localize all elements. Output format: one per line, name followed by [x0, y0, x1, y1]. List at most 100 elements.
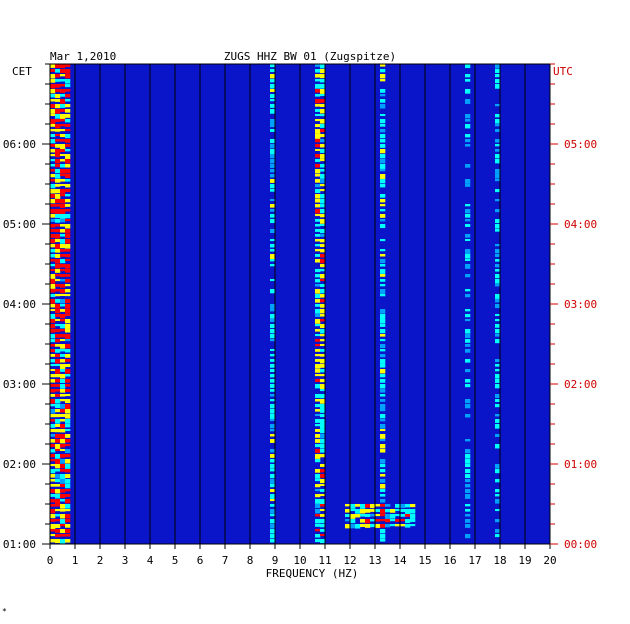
- spectrogram-cell: [380, 74, 386, 79]
- spectrogram-cell: [495, 519, 501, 523]
- spectrogram-cell: [380, 509, 386, 514]
- spectrogram-cell: [60, 284, 66, 288]
- spectrogram-cell: [65, 444, 71, 447]
- x-tick-label: 10: [293, 554, 306, 567]
- spectrogram-cell: [50, 239, 56, 244]
- spectrogram-cell: [55, 169, 61, 174]
- spectrogram-cell: [65, 134, 71, 139]
- spectrogram-cell: [495, 489, 501, 493]
- spectrogram-cell: [270, 79, 276, 83]
- spectrogram-cell: [50, 129, 56, 132]
- spectrogram-cell: [60, 484, 66, 488]
- spectrogram-cell: [65, 414, 71, 419]
- spectrogram-cell: [465, 459, 471, 464]
- spectrogram-cell: [60, 424, 66, 429]
- spectrogram-cell: [465, 319, 471, 322]
- spectrogram-cell: [315, 379, 321, 382]
- spectrogram-cell: [65, 204, 71, 207]
- spectrogram-cell: [50, 289, 56, 293]
- spectrogram-cell: [495, 464, 501, 469]
- spectrogram-cell: [65, 189, 71, 192]
- spectrogram-cell: [55, 354, 61, 358]
- spectrogram-cell: [55, 79, 61, 82]
- spectrogram-cell: [50, 379, 56, 383]
- spectrogram-cell: [60, 214, 66, 219]
- spectrogram-cell: [320, 444, 326, 449]
- spectrogram-cell: [345, 514, 351, 518]
- spectrogram-cell: [380, 149, 386, 154]
- spectrogram-cell: [60, 79, 66, 82]
- spectrogram-cell: [55, 324, 61, 327]
- spectrogram-cell: [320, 284, 326, 288]
- spectrogram-cell: [380, 494, 386, 497]
- spectrogram-cell: [55, 304, 61, 309]
- spectrogram-cell: [315, 64, 321, 67]
- spectrogram-cell: [320, 189, 326, 192]
- spectrogram-cell: [390, 514, 396, 519]
- spectrogram-cell: [270, 509, 276, 514]
- spectrogram-cell: [55, 229, 61, 233]
- spectrogram-cell: [465, 119, 471, 122]
- spectrogram-cell: [55, 404, 61, 408]
- spectrogram-cell: [50, 374, 56, 378]
- spectrogram-cell: [60, 444, 66, 448]
- spectrogram-cell: [365, 504, 371, 508]
- spectrogram-cell: [345, 519, 351, 522]
- spectrogram-cell: [60, 159, 66, 162]
- spectrogram-cell: [315, 409, 321, 412]
- spectrogram-cell: [315, 259, 321, 263]
- spectrogram-cell: [270, 139, 276, 144]
- spectrogram-cell: [320, 309, 326, 314]
- spectrogram-cell: [380, 119, 386, 124]
- spectrogram-cell: [465, 339, 471, 343]
- spectrogram-cell: [320, 249, 326, 253]
- spectrogram-cell: [320, 339, 326, 342]
- spectrogram-cell: [60, 289, 66, 294]
- spectrogram-cell: [50, 439, 56, 443]
- spectrogram-cell: [380, 284, 386, 287]
- spectrogram-cell: [60, 194, 66, 197]
- spectrogram-cell: [60, 104, 66, 108]
- spectrogram-cell: [55, 64, 61, 69]
- spectrogram-cell: [50, 429, 56, 433]
- spectrogram-cell: [320, 84, 326, 89]
- spectrogram-cell: [320, 514, 326, 517]
- spectrogram-cell: [320, 319, 326, 322]
- spectrogram-cell: [60, 279, 66, 282]
- spectrogram-cell: [320, 224, 326, 227]
- spectrogram-cell: [55, 234, 61, 239]
- spectrogram-cell: [320, 399, 326, 404]
- spectrogram-cell: [50, 479, 56, 482]
- spectrogram-cell: [270, 309, 276, 312]
- spectrogram-cell: [465, 479, 471, 483]
- spectrogram-cell: [270, 159, 276, 164]
- x-tick-label: 6: [197, 554, 204, 567]
- spectrogram-cell: [320, 364, 326, 368]
- spectrogram-cell: [55, 249, 61, 253]
- spectrogram-cell: [465, 74, 471, 78]
- spectrogram-cell: [65, 539, 71, 543]
- spectrogram-cell: [270, 144, 276, 149]
- spectrogram-cell: [55, 189, 61, 194]
- spectrogram-cell: [55, 294, 61, 297]
- spectrogram-cell: [55, 414, 61, 418]
- spectrogram-cell: [345, 509, 351, 513]
- spectrogram-cell: [270, 204, 276, 208]
- spectrogram-cell: [55, 119, 61, 122]
- spectrogram-cell: [495, 209, 501, 213]
- spectrogram-cell: [65, 259, 71, 262]
- spectrogram-cell: [50, 139, 56, 144]
- spectrogram-cell: [380, 524, 386, 528]
- spectrogram-cell: [320, 64, 326, 69]
- spectrogram-cell: [315, 249, 321, 252]
- spectrogram-cell: [270, 429, 276, 432]
- spectrogram-cell: [320, 164, 326, 168]
- spectrogram-cell: [60, 134, 66, 138]
- spectrogram-cell: [315, 489, 321, 492]
- spectrogram-cell: [50, 94, 56, 98]
- spectrogram-cell: [55, 219, 61, 223]
- spectrogram-cell: [380, 424, 386, 429]
- spectrogram-cell: [50, 79, 56, 83]
- spectrogram-cell: [60, 94, 66, 97]
